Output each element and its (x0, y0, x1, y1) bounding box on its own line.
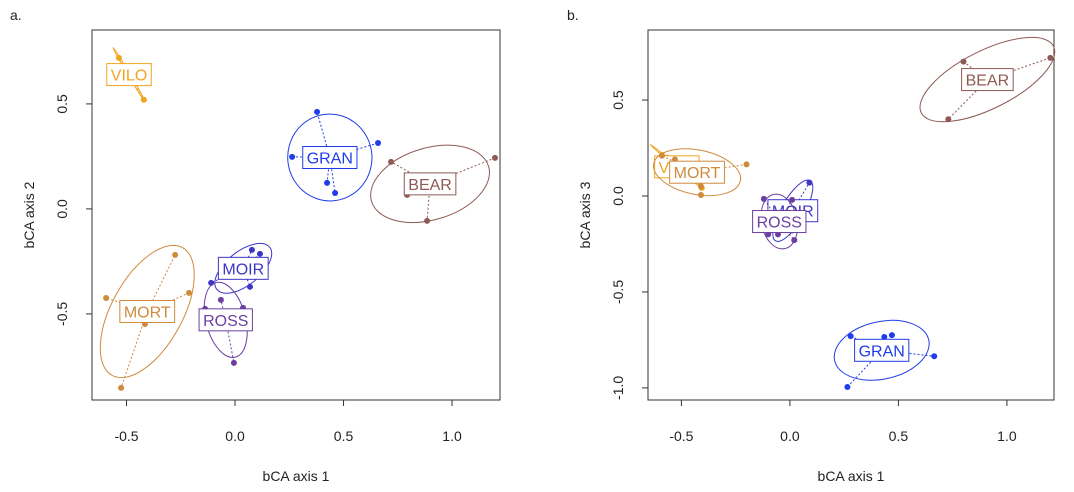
point (791, 237, 798, 244)
point (847, 333, 854, 340)
y-tick-label: 0.5 (610, 90, 626, 110)
point (806, 179, 813, 186)
point (789, 196, 796, 203)
x-tick-label: 0.5 (334, 428, 354, 444)
point (230, 359, 237, 366)
point (492, 154, 499, 161)
point (256, 250, 263, 257)
class-label-box (106, 63, 152, 87)
star-line (225, 319, 235, 363)
class-ellipse (370, 144, 490, 223)
x-tick-label: 1.0 (997, 428, 1017, 444)
point (931, 353, 938, 360)
point (388, 158, 395, 165)
star-line (390, 161, 431, 185)
point (888, 332, 895, 339)
star-line (242, 249, 253, 269)
x-tick-label: -0.5 (114, 428, 138, 444)
y-axis-label: bCA axis 3 (577, 181, 593, 248)
point (760, 195, 767, 202)
point (186, 289, 193, 296)
plot-frame (647, 29, 1055, 401)
class-ellipse (919, 36, 1056, 123)
point (115, 54, 122, 61)
point (324, 179, 331, 186)
x-tick-label: 0.0 (780, 428, 800, 444)
point (844, 383, 851, 390)
class-label: ROSS (203, 313, 248, 330)
class-label-box (302, 146, 358, 170)
point (697, 183, 704, 190)
class-ellipse (653, 148, 742, 197)
point (217, 296, 224, 303)
point (172, 251, 179, 258)
class-label: MORT (124, 305, 171, 322)
y-tick-label: -0.5 (610, 280, 626, 304)
panel-label: a. (10, 7, 22, 23)
class-ellipse (287, 113, 373, 202)
class-label-box (854, 338, 910, 362)
point (375, 139, 382, 146)
y-tick-label: 0.5 (54, 94, 70, 114)
point (332, 189, 339, 196)
point (289, 153, 296, 160)
class-ellipse (214, 242, 273, 294)
x-tick-label: -0.5 (669, 428, 693, 444)
y-tick-label: -1.0 (610, 376, 626, 400)
y-tick-label: -0.5 (54, 302, 70, 326)
point (103, 294, 110, 301)
point (960, 58, 967, 65)
class-label: MORT (674, 165, 721, 182)
x-tick-label: 1.0 (442, 428, 462, 444)
point (246, 283, 253, 290)
class-label: MOIR (222, 261, 264, 278)
panel-label: b. (567, 7, 579, 23)
class-label-box (119, 300, 176, 324)
point (424, 217, 431, 224)
point (1047, 54, 1054, 61)
class-label: GRAN (307, 151, 353, 168)
class-label-box (961, 68, 1014, 92)
class-label: GRAN (859, 343, 905, 360)
y-tick-label: 0.0 (610, 186, 626, 206)
star-line (220, 299, 227, 320)
class-label-box (669, 160, 725, 184)
point (140, 96, 147, 103)
panel: b. -0.5 0.0 0.5 1.0 -1.0 -0.5 0.0 0.5 bCA axis 1 b… (567, 7, 1056, 484)
point (697, 192, 704, 199)
class-label-box (198, 308, 253, 332)
panel: a. -0.5 0.0 0.5 1.0 -0.5 0.0 0.5 bCA axis 1 bCA a… (10, 7, 501, 484)
point (658, 152, 665, 159)
x-tick-label: 0.5 (889, 428, 909, 444)
class-label-box (752, 210, 807, 234)
class-label-box (217, 256, 269, 280)
y-axis-label: bCA axis 2 (21, 181, 37, 248)
y-tick-label: 0.0 (54, 199, 70, 219)
class-label-box (403, 172, 457, 196)
star-line (146, 254, 176, 312)
x-axis-label: bCA axis 1 (263, 468, 330, 484)
plot-frame (91, 29, 501, 401)
class-label: BEAR (408, 177, 452, 194)
x-tick-label: 0.0 (225, 428, 245, 444)
point (743, 161, 750, 168)
class-ellipse (833, 319, 930, 381)
class-label: VILO (111, 68, 147, 85)
point (314, 108, 321, 115)
star-line (661, 155, 698, 173)
point (248, 246, 255, 253)
point (881, 334, 888, 341)
point (118, 384, 125, 391)
point (945, 116, 952, 123)
class-label: ROSS (757, 215, 802, 232)
star-line (987, 57, 1051, 81)
x-axis-label: bCA axis 1 (818, 468, 885, 484)
class-label: BEAR (966, 73, 1010, 90)
class-ellipse (99, 244, 195, 379)
